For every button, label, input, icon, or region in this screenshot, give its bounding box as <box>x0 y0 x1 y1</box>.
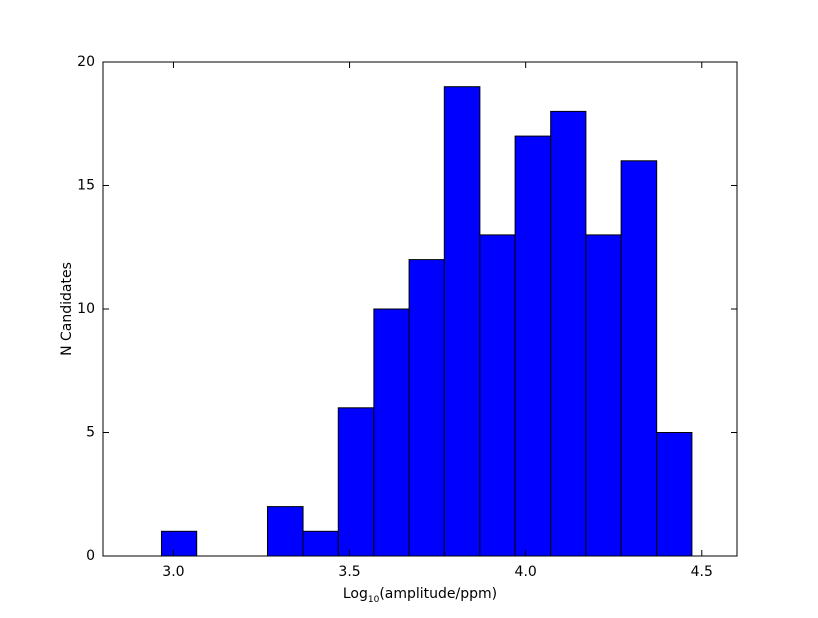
bar <box>337 407 375 557</box>
bar <box>373 308 410 557</box>
bar <box>656 432 693 557</box>
x-tick-label: 4.0 <box>515 564 537 580</box>
bar <box>302 530 339 557</box>
x-tick-label: 4.5 <box>691 564 713 580</box>
x-label-part: Log <box>343 586 368 602</box>
x-label-subscript: 10 <box>368 595 380 605</box>
bar <box>514 135 552 557</box>
bar <box>479 234 516 557</box>
bar <box>550 110 587 557</box>
y-tick-label: 15 <box>77 178 95 194</box>
bar <box>266 506 304 557</box>
bar <box>408 259 445 557</box>
x-axis-label: Log10(amplitude/ppm) <box>343 586 497 605</box>
bar <box>620 160 658 557</box>
y-tick-label: 20 <box>77 54 95 70</box>
bar <box>585 234 622 557</box>
x-tick-label: 3.5 <box>338 564 360 580</box>
y-axis-label: N Candidates <box>59 262 75 356</box>
x-tick-label: 3.0 <box>162 564 184 580</box>
y-tick-label: 5 <box>86 425 95 441</box>
bar <box>160 530 198 557</box>
y-tick-label: 0 <box>86 548 95 564</box>
bar <box>443 86 481 557</box>
x-label-part: (amplitude/ppm) <box>379 586 497 602</box>
y-tick-label: 10 <box>77 301 95 317</box>
